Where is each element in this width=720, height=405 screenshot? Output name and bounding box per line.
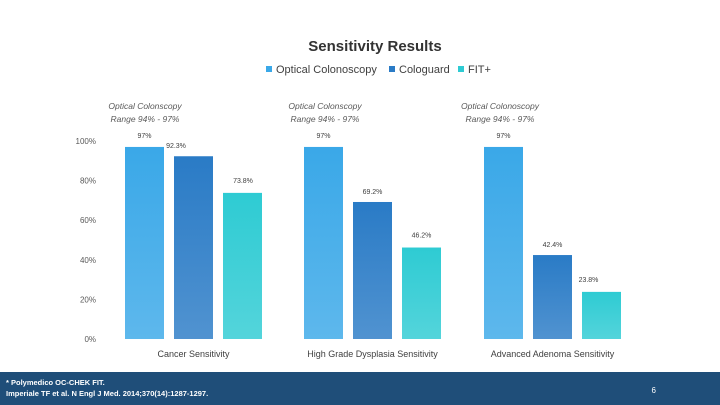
bar-2-0 [223,192,262,339]
bar-2-2 [582,291,621,339]
y-tick-label: 40% [80,256,96,265]
y-tick-label: 60% [80,216,96,225]
legend-swatch-2 [458,66,464,72]
annotation-line1-1: Optical Colonscopy [288,101,362,111]
legend-swatch-1 [389,66,395,72]
bar-0-1 [304,146,343,339]
category-label-2: Advanced Adenoma Sensitivity [491,349,615,359]
data-label-1-1: 69.2% [363,189,383,196]
legend-label-0: Optical Colonoscopy [276,64,377,76]
category-label-1: High Grade Dysplasia Sensitivity [307,349,438,359]
data-label-1-2: 42.4% [543,242,563,249]
footer-reference-2: Imperiale TF et al. N Engl J Med. 2014;3… [6,389,209,398]
annotation-line2-2: Range 94% - 97% [466,114,535,124]
data-label-0-1: 97% [316,133,330,140]
annotation-line2-0: Range 94% - 97% [111,114,180,124]
data-label-0-2: 97% [496,133,510,140]
bar-1-1 [353,201,392,339]
footer-bar: * Polymedico OC-CHEK FIT. Imperiale TF e… [0,372,720,405]
data-label-2-0: 73.8% [233,178,253,185]
bar-0-0 [125,146,164,339]
chart-svg: Sensitivity Results Optical Colonoscopy Co… [76,38,621,359]
legend-label-2: FIT+ [468,64,491,76]
page-number: 6 [651,386,656,395]
data-label-1-0: 92.3% [166,143,186,150]
y-tick-label: 80% [80,177,96,186]
annotation-line1-0: Optical Colonscopy [108,101,182,111]
annotation-line1-2: Optical Colonoscopy [461,101,540,111]
y-tick-label: 100% [76,137,96,146]
chart-title: Sensitivity Results [308,38,441,55]
y-tick-label: 0% [84,335,96,344]
bar-0-2 [484,146,523,339]
data-label-0-0: 97% [137,133,151,140]
legend-swatch-0 [266,66,272,72]
y-tick-label: 20% [80,295,96,304]
footer-reference-1: * Polymedico OC-CHEK FIT. [6,378,105,387]
legend-label-1: Cologuard [399,64,450,76]
category-label-0: Cancer Sensitivity [157,349,230,359]
bar-2-1 [402,247,441,339]
bar-1-0 [174,156,213,339]
annotation-line2-1: Range 94% - 97% [291,114,360,124]
bar-1-2 [533,255,572,339]
data-label-2-2: 23.8% [579,277,599,284]
data-label-2-1: 46.2% [412,233,432,240]
